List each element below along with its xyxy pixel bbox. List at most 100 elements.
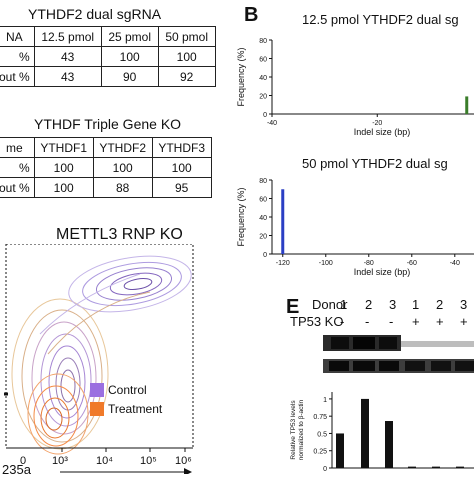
y-tick-label: 0: [263, 252, 267, 259]
table1-cell: 43: [33, 66, 102, 87]
flow-x-label: 235a: [2, 462, 31, 477]
y-tick-label: 0.25: [313, 449, 327, 456]
table1-col-1: 12.5 pmol: [33, 26, 102, 47]
legend-swatch-control: [90, 383, 104, 397]
table2-col-3: YTHDF3: [151, 137, 212, 158]
table1-row-label: out %: [0, 66, 35, 87]
table2-col-2: YTHDF2: [92, 137, 153, 158]
flow-x-tick-label: 10⁵: [140, 455, 157, 467]
table-row: out % 43 90 92: [0, 66, 216, 87]
x-tick-label: -40: [450, 260, 460, 267]
table1-title: YTHDF2 dual sgRNA: [28, 6, 162, 22]
table2-row-label: out %: [0, 177, 35, 198]
donor-label: Donor: [312, 297, 348, 312]
flow-x-tick-label: 0: [20, 455, 26, 467]
y-tick-label: 1: [323, 397, 327, 404]
blot-band-tp53: [323, 335, 474, 351]
table2-cell: 100: [33, 157, 94, 178]
legend-item-control: Control: [90, 383, 162, 397]
donor-number: 3: [389, 297, 397, 312]
y-tick-label: 40: [259, 215, 267, 222]
y-tick-label: 40: [259, 75, 267, 82]
table2-cell: 88: [92, 177, 153, 198]
table1-cell: 100: [157, 46, 216, 67]
table1-header-row: NA 12.5 pmol 25 pmol 50 pmol: [0, 26, 216, 47]
x-tick-label: -40: [267, 120, 277, 127]
table-row: % 100 100 100: [0, 157, 212, 178]
flow-x-tick-label: 10⁶: [175, 455, 192, 467]
table2: me YTHDF1 YTHDF2 YTHDF3 % 100 100 100 ou…: [0, 137, 212, 198]
x-tick-label: -20: [372, 120, 382, 127]
flow-plot-title: METTL3 RNP KO: [56, 226, 183, 243]
x-tick-label: -100: [319, 260, 333, 267]
x-axis-label: Indel size (bp): [354, 127, 411, 137]
flow-legend: Control Treatment: [90, 383, 162, 416]
ko-label: TP53 KO: [290, 314, 344, 329]
tp53-bar: [336, 433, 344, 468]
legend-swatch-treatment: [90, 402, 104, 416]
table2-cell: 100: [33, 177, 94, 198]
y-axis-label: Relative TP53 levelsnormalized to β-acti…: [290, 399, 305, 460]
y-tick-label: 0: [323, 466, 327, 473]
donor-number: 2: [436, 297, 444, 312]
y-tick-label: 80: [259, 178, 267, 185]
ko-status: +: [460, 314, 468, 329]
table1-col-3: 50 pmol: [157, 26, 216, 47]
table1-col-0: NA: [0, 26, 35, 47]
flow-contour-plot: 10³ 10⁴ 10⁵ 10⁶ 0: [4, 244, 194, 474]
donor-number: 1: [340, 297, 348, 312]
y-tick-label: 0: [263, 112, 267, 119]
y-axis-label-line: Relative TP53 levels: [290, 400, 297, 460]
ko-status: +: [436, 314, 444, 329]
tp53-bar: [456, 466, 464, 468]
table1: NA 12.5 pmol 25 pmol 50 pmol % 43 100 10…: [0, 26, 216, 87]
indel-bar: [281, 189, 285, 254]
table1-row-label: %: [0, 46, 35, 67]
x-tick-label: -120: [276, 260, 290, 267]
table-row: % 43 100 100: [0, 46, 216, 67]
flow-x-arrowhead: [184, 468, 192, 474]
table2-row-label: %: [0, 157, 35, 178]
donor-number: 2: [365, 297, 373, 312]
tp53-level-chart: 0 0.25 0.5 0.75 1 Relative TP53 levelsnormali…: [290, 392, 474, 473]
blot-band-beta-actin: [323, 359, 474, 373]
y-axis-label-line: normalized to β-actin: [298, 399, 305, 460]
table2-cell: 100: [151, 157, 212, 178]
flow-contours: [11, 255, 192, 455]
y-tick-label: 60: [259, 57, 267, 64]
table1-cell: 90: [100, 66, 159, 87]
panel-b-letter: B: [244, 4, 259, 26]
ko-status: -: [389, 314, 394, 329]
tp53-bar: [432, 466, 440, 468]
tp53-bar: [385, 421, 393, 468]
legend-label-control: Control: [108, 383, 147, 397]
ko-status: -: [340, 314, 345, 329]
donor-number: 1: [412, 297, 420, 312]
table1-cell: 100: [100, 46, 159, 67]
table2-title: YTHDF Triple Gene KO: [34, 116, 182, 132]
ko-status: +: [412, 314, 420, 329]
y-tick-label: 20: [259, 234, 267, 241]
y-axis-label: Frequency (%): [236, 47, 246, 106]
table1-cell: 92: [157, 66, 216, 87]
table2-cell: 95: [151, 177, 212, 198]
y-tick-label: 0.5: [317, 431, 327, 438]
tp53-bar: [361, 398, 369, 468]
legend-label-treatment: Treatment: [108, 402, 163, 416]
y-tick-label: 0.75: [313, 414, 327, 421]
indel-bar: [465, 96, 469, 114]
y-axis-label: Frequency (%): [236, 187, 246, 246]
x-axis-label: Indel size (bp): [354, 267, 411, 277]
western-blot: [323, 331, 474, 379]
table2-col-0: me: [0, 137, 35, 158]
legend-item-treatment: Treatment: [90, 402, 162, 416]
ko-status: -: [365, 314, 370, 329]
table1-cell: 43: [33, 46, 102, 67]
chart-title: 50 pmol YTHDF2 dual sg: [302, 156, 448, 171]
table2-col-1: YTHDF1: [33, 137, 94, 158]
table2-cell: 100: [92, 157, 153, 178]
indel-chart-50-pmol: 50 pmol YTHDF2 dual sg 0 20 40 60 80 -120 -100 -…: [236, 156, 474, 277]
flow-x-tick-label: 10³: [52, 455, 68, 467]
table2-header-row: me YTHDF1 YTHDF2 YTHDF3: [0, 137, 212, 158]
x-tick-label: -60: [407, 260, 417, 267]
